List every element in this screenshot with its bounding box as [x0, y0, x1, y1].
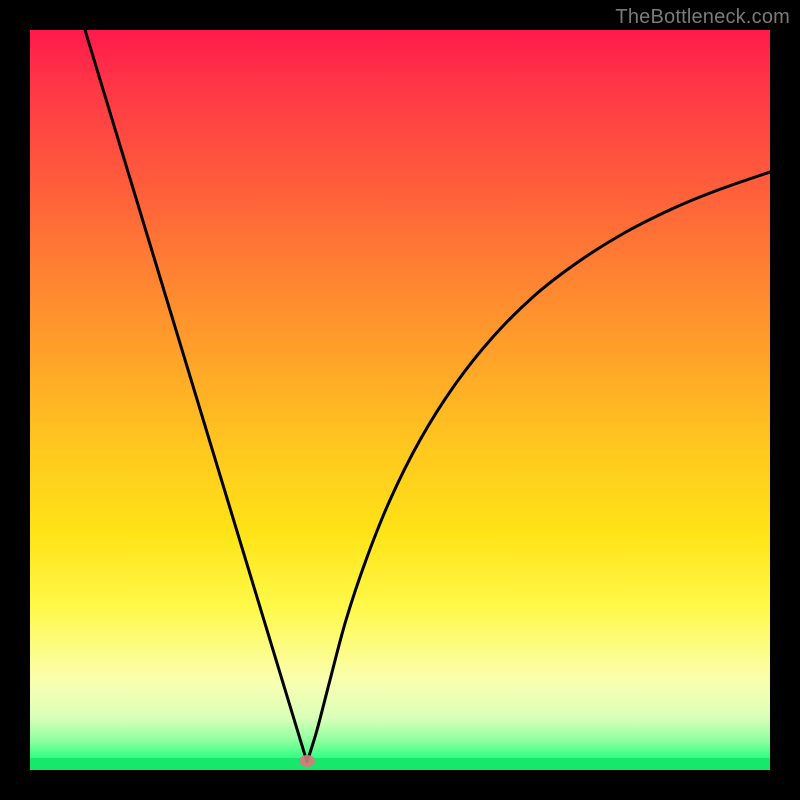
vertex-dot [299, 755, 315, 767]
bottleneck-curve [30, 30, 770, 770]
plot-area [30, 30, 770, 770]
curve-path [85, 30, 770, 762]
watermark-text: TheBottleneck.com [615, 6, 790, 29]
